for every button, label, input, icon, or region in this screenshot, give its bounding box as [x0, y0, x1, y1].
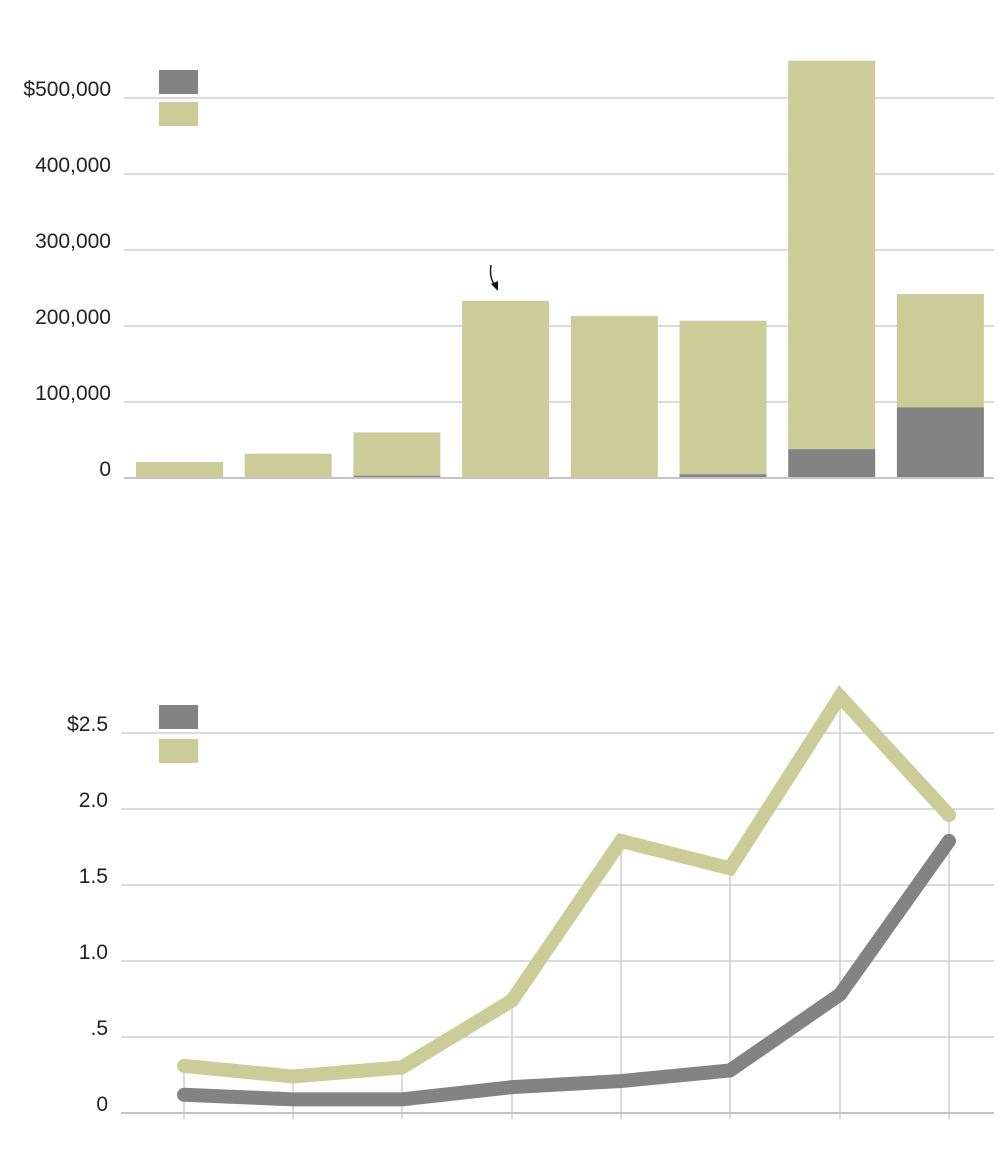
legend-swatch-dark [159, 705, 198, 729]
bar-y-tick-label: 0 [99, 458, 111, 481]
legend-swatch-light [159, 102, 198, 126]
bar-y-tick-label: $500,000 [23, 78, 111, 101]
line-y-tick-label: $2.5 [67, 713, 108, 736]
bar-segment-upper [353, 432, 441, 476]
line-series-light [177, 685, 956, 1084]
line-series-dark [177, 833, 956, 1107]
line-y-tick-label: 0 [96, 1093, 108, 1116]
bar-segment-upper [679, 320, 767, 475]
bar-segment-upper [788, 60, 876, 450]
bar-segment-upper [462, 300, 550, 478]
line-y-tick-label: 1.5 [79, 865, 108, 888]
bar-y-tick-label: 200,000 [35, 306, 111, 329]
line-y-tick-label: 1.0 [79, 941, 108, 964]
stacked-bar-chart: 0 100,000 200,000 300,000 400,000 $500,000 [23, 60, 994, 481]
bar-y-tick-label: 100,000 [35, 382, 111, 405]
line-chart: 0 .5 1.0 1.5 2.0 $2.5 [67, 685, 994, 1119]
bar-segment-lower [896, 407, 984, 478]
legend-swatch-dark [159, 70, 198, 94]
bar-segment-lower [788, 449, 876, 478]
line-y-tick-label: .5 [90, 1017, 108, 1040]
line-y-tick-label: 2.0 [79, 789, 108, 812]
bar-y-tick-label: 400,000 [35, 154, 111, 177]
bar-segment-upper [136, 462, 223, 478]
bar-segment-lower [353, 475, 441, 478]
bar-segment-upper [244, 453, 332, 478]
bar-segment-lower [679, 474, 767, 478]
legend-swatch-light [159, 739, 198, 763]
annotation-arrowhead [491, 281, 498, 291]
bar-y-tick-label: 300,000 [35, 230, 111, 253]
bar-segment-upper [570, 316, 658, 478]
bar-segment-upper [896, 294, 984, 408]
annotation-arrow [489, 264, 496, 286]
